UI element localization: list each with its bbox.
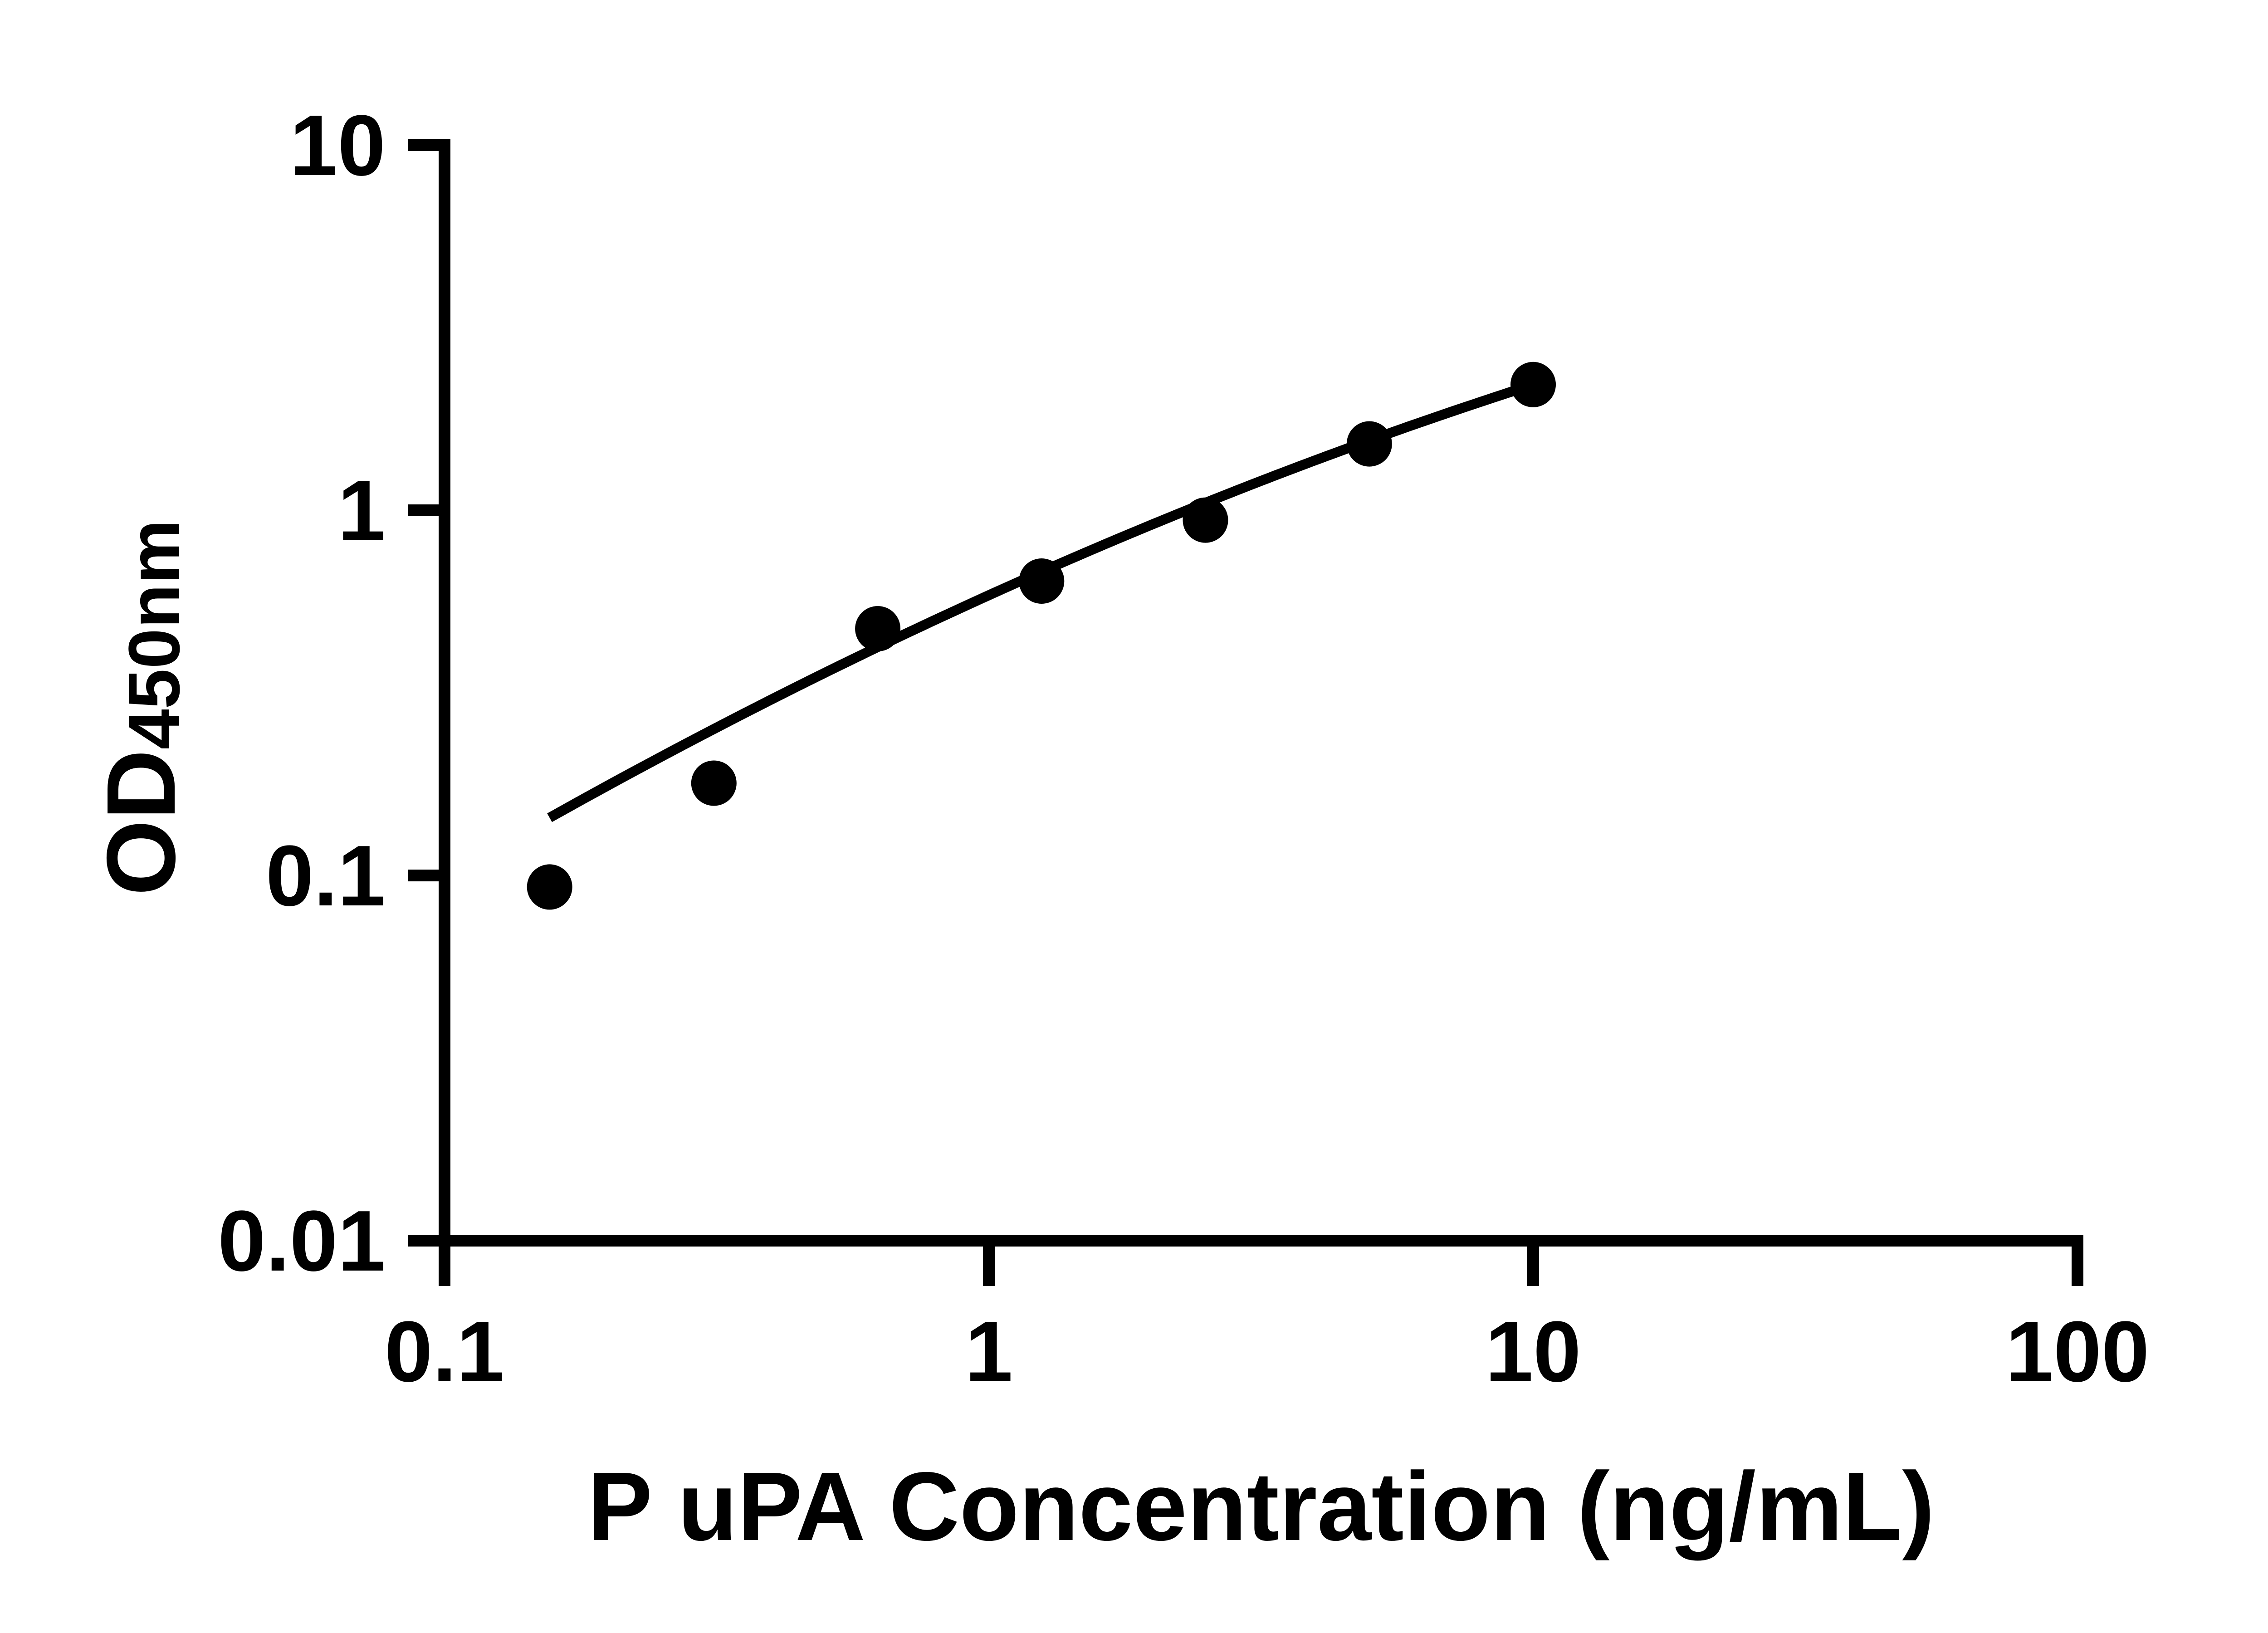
axis-frame	[439, 139, 2083, 1247]
y-tick-label: 0.01	[218, 1193, 386, 1289]
data-point	[527, 864, 572, 910]
data-point	[1019, 558, 1065, 604]
data-point	[691, 760, 737, 806]
x-tick-label: 10	[1485, 1304, 1581, 1400]
data-point	[1346, 421, 1392, 467]
x-axis-title: P uPA Concentration (ng/mL)	[587, 1452, 1935, 1561]
x-tick-label: 0.1	[385, 1304, 504, 1400]
y-axis-title-main: OD	[86, 749, 196, 896]
y-tick-label: 1	[337, 463, 386, 559]
data-layer	[527, 362, 1556, 910]
y-tick-label: 0.1	[266, 828, 386, 924]
y-axis-title-sub: 450nm	[113, 519, 195, 749]
axes-layer	[439, 139, 2083, 1247]
data-point	[1510, 362, 1556, 407]
x-tick-label: 1	[965, 1304, 1013, 1400]
x-tick-label: 100	[2005, 1304, 2149, 1400]
y-axis-title: OD450nm	[86, 519, 196, 895]
data-point	[855, 606, 901, 651]
tick-layer: 0.01 0.1 1 10 0.1 1 10 100	[218, 98, 2149, 1400]
y-tick-label: 10	[290, 98, 386, 194]
data-point	[1183, 497, 1228, 543]
